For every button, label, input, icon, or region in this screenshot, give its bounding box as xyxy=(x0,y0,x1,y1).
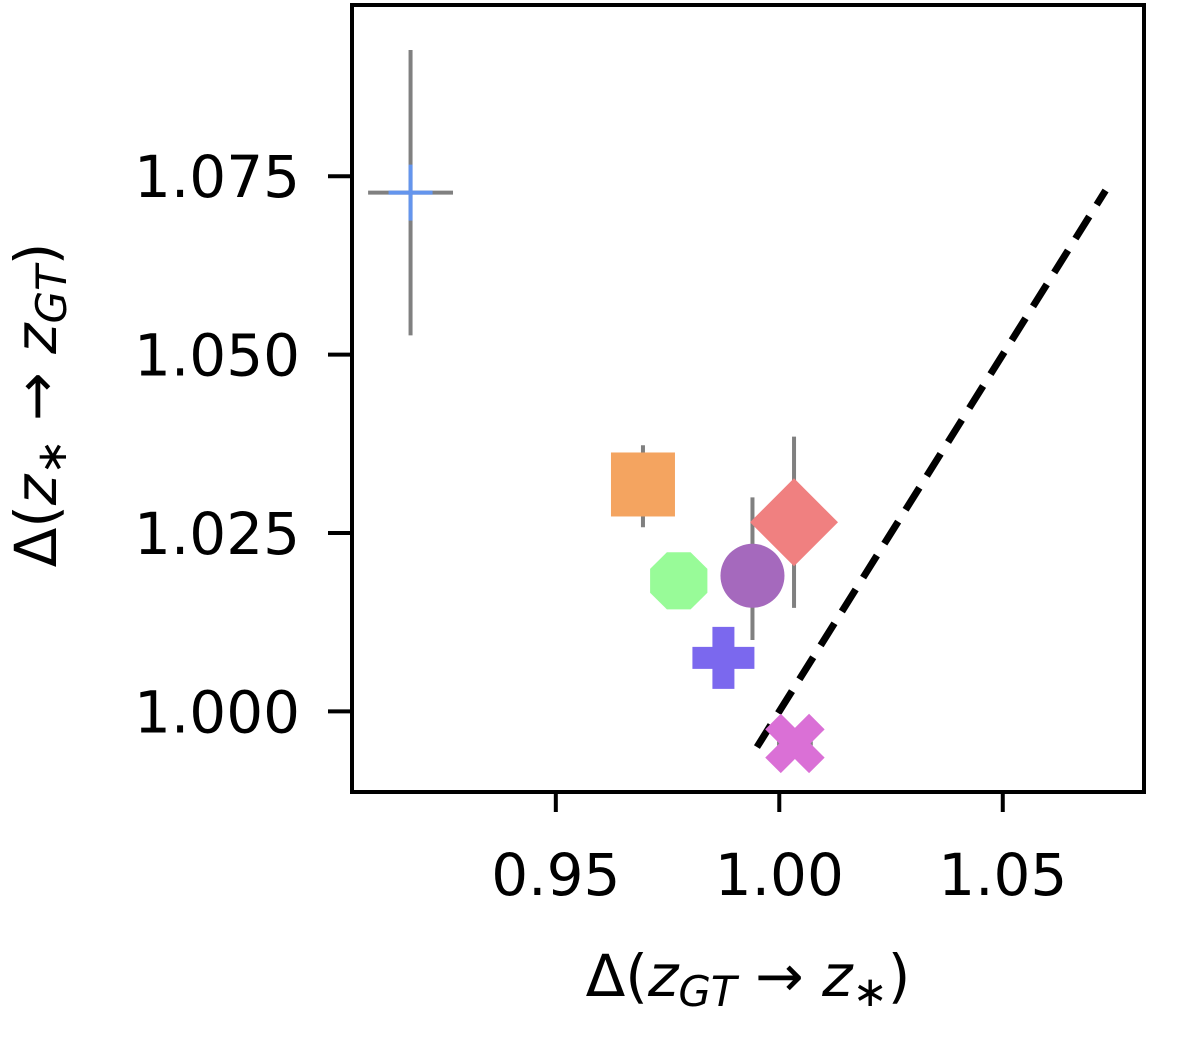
x-label-sub-b: ∗ xyxy=(853,967,888,1016)
errorbar-layer xyxy=(368,49,813,746)
data-point-square-1 xyxy=(610,452,675,517)
data-point-x-filled-6 xyxy=(765,713,825,774)
x-label-sub-a: GT xyxy=(678,967,740,1016)
y-tick-label-3: 1.075 xyxy=(134,143,300,211)
data-point-octagon-3 xyxy=(650,552,708,610)
y-label-var-b: z xyxy=(2,322,70,355)
y-label-sub-a: ∗ xyxy=(27,439,76,474)
y-label-suffix: ) xyxy=(2,243,70,266)
x-tick-label-1: 1.00 xyxy=(715,841,844,909)
data-point-plus-filled-5 xyxy=(692,626,755,689)
x-label-var-a: z xyxy=(647,942,680,1010)
y-tick-label-2: 1.050 xyxy=(134,322,300,390)
y-tick-label-0: 1.000 xyxy=(134,678,300,746)
x-label-var-b: z xyxy=(821,942,854,1010)
marker-layer xyxy=(388,164,838,774)
x-label-prefix: Δ( xyxy=(586,942,648,1010)
y-label-var-a: z xyxy=(2,473,70,506)
y-axis-ticks: 1.000 1.025 1.050 1.075 xyxy=(134,143,352,746)
data-point-plus-0 xyxy=(388,164,433,221)
x-tick-label-0: 0.95 xyxy=(491,841,620,909)
data-point-diamond-2 xyxy=(750,478,838,567)
x-tick-label-2: 1.05 xyxy=(938,841,1067,909)
reference-dashed-line xyxy=(753,188,1109,749)
x-label-arrow: → xyxy=(737,942,822,1010)
plot-frame xyxy=(350,3,1146,794)
x-axis-ticks: 0.95 1.00 1.05 xyxy=(491,792,1067,909)
y-label-arrow: → xyxy=(2,354,70,439)
y-label-prefix: Δ( xyxy=(2,505,70,567)
y-tick-label-1: 1.025 xyxy=(134,500,300,568)
x-label-suffix: ) xyxy=(888,942,911,1010)
y-label-sub-b: GT xyxy=(27,262,76,324)
y-axis-label: Δ(z∗ → zGT) xyxy=(2,243,76,568)
data-point-circle-4 xyxy=(720,543,785,608)
x-axis-label: Δ(zGT → z∗) xyxy=(586,942,911,1016)
reference-line-layer xyxy=(753,188,1109,749)
